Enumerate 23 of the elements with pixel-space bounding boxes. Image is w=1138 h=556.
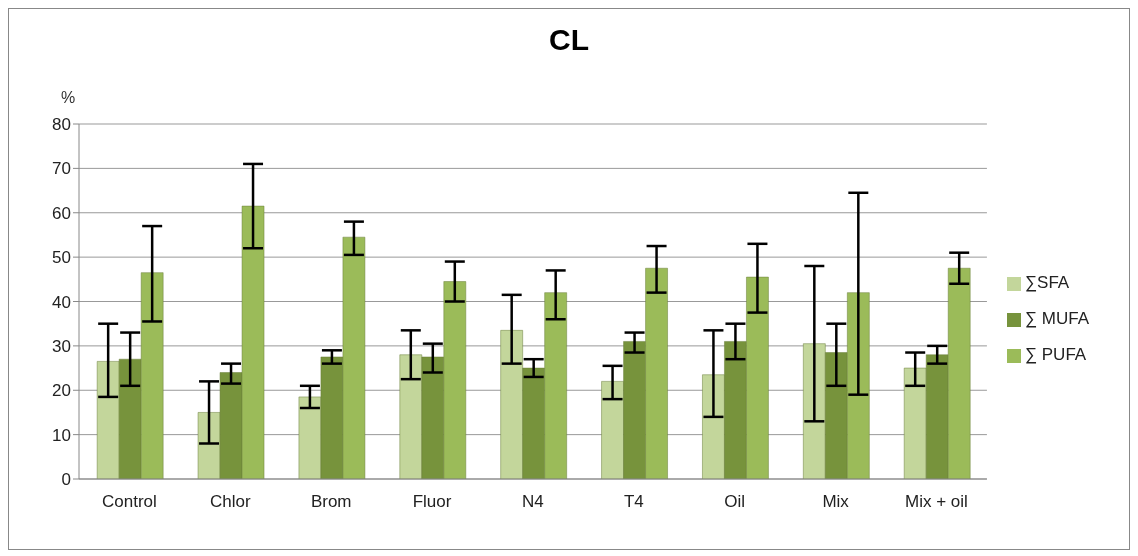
y-tick-label: 80	[52, 115, 71, 135]
y-tick-label: 70	[52, 159, 71, 179]
y-tick-label: 20	[52, 381, 71, 401]
x-tick-label: N4	[522, 492, 544, 512]
y-axis-title: %	[61, 89, 76, 107]
y-tick-label: 30	[52, 336, 71, 356]
y-tick-label: 50	[52, 248, 71, 268]
legend-label: ∑ PUFA	[1024, 345, 1087, 364]
y-tick-label: 10	[52, 425, 71, 445]
x-tick-label: T4	[623, 492, 644, 512]
x-tick-label: Oil	[724, 492, 746, 512]
x-tick-label: Control	[102, 492, 157, 512]
y-tick-label: 40	[52, 292, 71, 312]
x-tick-label: Mix + oil	[905, 492, 968, 512]
x-tick-label: Chlor	[210, 492, 251, 512]
legend-label: ∑SFA	[1024, 273, 1070, 292]
x-tick-label: Brom	[310, 492, 352, 512]
legend-label: ∑ MUFA	[1024, 309, 1089, 328]
x-tick-label: Mix	[822, 492, 850, 512]
y-tick-label: 60	[52, 203, 71, 223]
x-tick-label: Fluor	[412, 492, 452, 512]
y-tick-label: 0	[61, 470, 71, 490]
chart-title: CL	[548, 23, 590, 57]
